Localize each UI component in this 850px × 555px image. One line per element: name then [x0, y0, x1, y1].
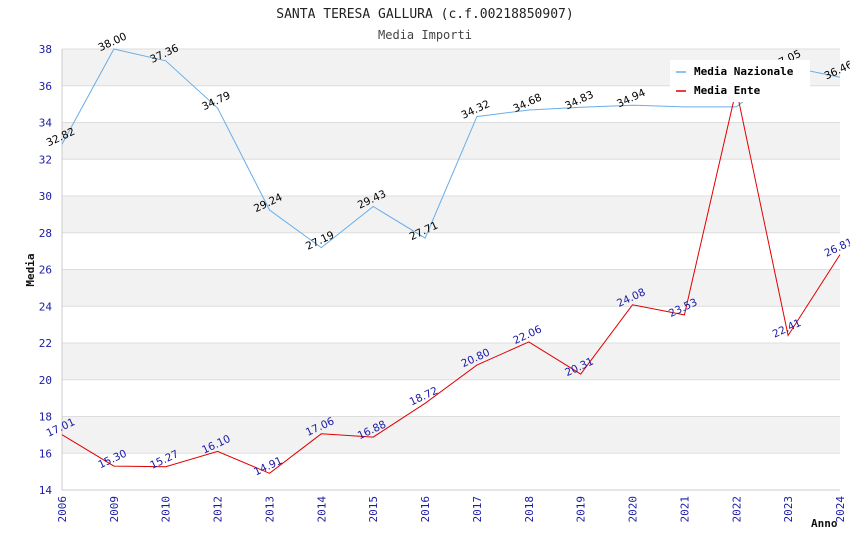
x-tick-label: 2016: [419, 496, 432, 523]
x-tick-label: 2024: [834, 496, 847, 523]
grid-bands: [62, 49, 840, 490]
y-tick-label: 28: [39, 227, 52, 240]
grid-band: [62, 232, 840, 270]
grid-band: [62, 122, 840, 160]
x-tick-label: 2015: [367, 496, 380, 523]
x-tick-label: 2013: [263, 496, 276, 523]
series-line-media-ente: [61, 89, 841, 474]
x-tick-label: 2021: [678, 496, 691, 523]
x-axis-label: Anno: [811, 517, 838, 530]
y-tick-label: 34: [39, 117, 53, 130]
y-tick-label: 22: [39, 337, 52, 350]
x-tick-label: 2009: [108, 496, 121, 523]
y-tick-labels: 14 16 18 20 22 24 26 28 30 32 34 36 38: [39, 43, 53, 497]
x-tick-label: 2006: [56, 496, 69, 523]
grid-band: [62, 269, 840, 307]
x-tick-label: 2017: [471, 496, 484, 523]
y-tick-label: 30: [39, 190, 52, 203]
y-tick-label: 16: [39, 447, 52, 460]
x-tick-label: 2012: [212, 496, 225, 523]
y-tick-label: 26: [39, 264, 52, 277]
x-tick-label: 2020: [627, 496, 640, 523]
x-tick-label: 2022: [730, 496, 743, 523]
grid-band: [62, 306, 840, 343]
axes: [61, 49, 840, 491]
y-tick-label: 24: [39, 300, 53, 313]
x-tick-label: 2018: [523, 496, 536, 523]
x-tick-labels: 2006 2009 2010 2012 2013 2014 2015 2016 2017 2018…: [56, 496, 847, 523]
legend-box: [670, 60, 810, 102]
chart-subtitle: Media Importi: [378, 28, 472, 42]
y-tick-label: 14: [39, 484, 53, 497]
series-lines: [61, 48, 841, 474]
y-tick-label: 38: [39, 43, 52, 56]
chart-title: SANTA TERESA GALLURA (c.f.00218850907): [276, 7, 573, 22]
series-line-media-nazionale: [61, 48, 841, 249]
y-tick-label: 36: [39, 80, 52, 93]
y-tick-label: 20: [39, 374, 52, 387]
legend: Media Nazionale Media Ente: [670, 60, 810, 102]
grid-band: [62, 416, 840, 454]
legend-label-media-ente: Media Ente: [694, 84, 761, 97]
y-tick-label: 32: [39, 153, 52, 166]
grid-band: [62, 196, 840, 233]
x-tick-label: 2010: [160, 496, 173, 523]
x-tick-label: 2023: [782, 496, 795, 523]
grid-band: [62, 343, 840, 380]
legend-label-media-nazionale: Media Nazionale: [694, 65, 794, 78]
x-tick-label: 2019: [575, 496, 588, 523]
y-tick-label: 18: [39, 411, 52, 424]
y-axis-label: Media: [24, 253, 37, 286]
x-tick-label: 2014: [315, 496, 328, 523]
grid-band: [62, 379, 840, 417]
